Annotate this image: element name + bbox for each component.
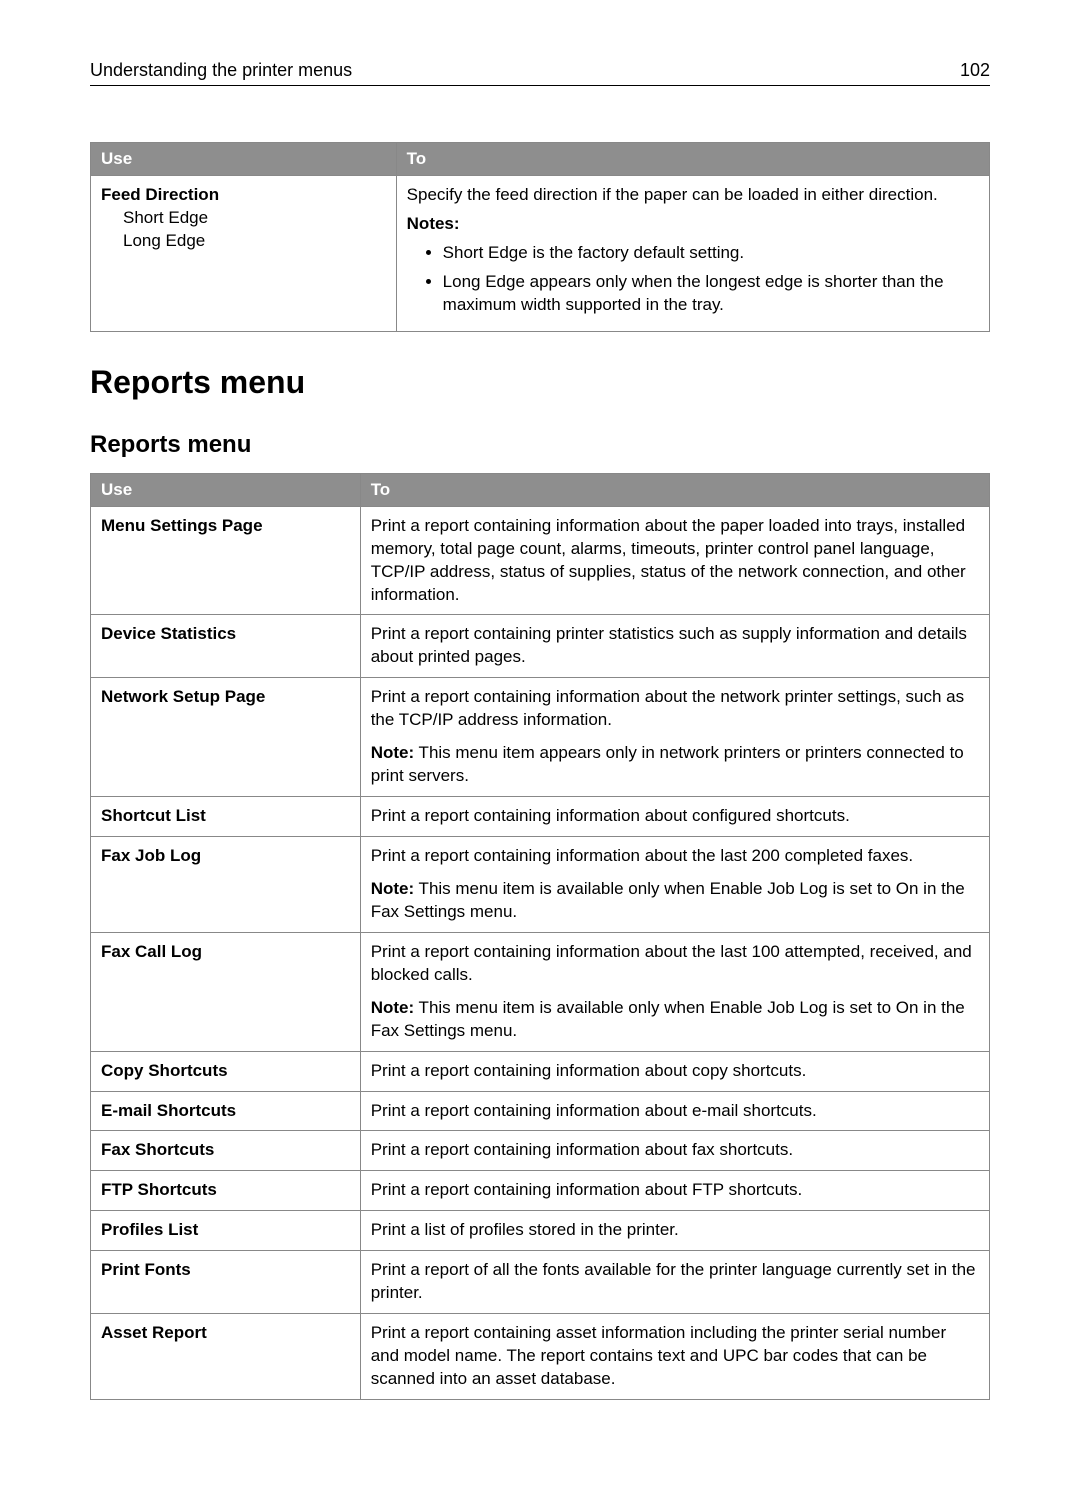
use-cell: Fax Job Log xyxy=(91,837,361,933)
notes-list: Short Edge is the factory default settin… xyxy=(407,242,979,317)
to-cell: Print a report containing information ab… xyxy=(360,1051,989,1091)
use-cell: Feed Direction Short Edge Long Edge xyxy=(91,176,397,332)
use-cell: Fax Shortcuts xyxy=(91,1131,361,1171)
reports-menu-table: Use To Menu Settings Page Print a report… xyxy=(90,473,990,1400)
use-cell: Device Statistics xyxy=(91,615,361,678)
use-sub-2: Long Edge xyxy=(101,230,386,253)
note-item-1: Short Edge is the factory default settin… xyxy=(443,242,979,265)
to-cell: Print a report containing information ab… xyxy=(360,1131,989,1171)
col-use: Use xyxy=(91,473,361,506)
table-row: Asset Report Print a report containing a… xyxy=(91,1314,990,1400)
note-label: Note: xyxy=(371,879,414,898)
to-cell: Print a report containing information ab… xyxy=(360,837,989,933)
use-cell: Profiles List xyxy=(91,1211,361,1251)
table-row: Copy Shortcuts Print a report containing… xyxy=(91,1051,990,1091)
note-item-2: Long Edge appears only when the longest … xyxy=(443,271,979,317)
table-row: E-mail Shortcuts Print a report containi… xyxy=(91,1091,990,1131)
to-cell: Print a report of all the fonts availabl… xyxy=(360,1251,989,1314)
to-cell: Print a report containing printer statis… xyxy=(360,615,989,678)
note-label: Note: xyxy=(371,743,414,762)
use-cell: Copy Shortcuts xyxy=(91,1051,361,1091)
use-cell: Fax Call Log xyxy=(91,932,361,1051)
note-label: Note: xyxy=(371,998,414,1017)
note-block: Note: This menu item is available only w… xyxy=(371,997,979,1043)
table-row: Menu Settings Page Print a report contai… xyxy=(91,506,990,615)
table-header-row: Use To xyxy=(91,473,990,506)
note-text: This menu item is available only when En… xyxy=(371,879,965,921)
to-intro: Specify the feed direction if the paper … xyxy=(407,185,938,204)
note-text: This menu item is available only when En… xyxy=(371,998,965,1040)
note-text: This menu item appears only in network p… xyxy=(371,743,964,785)
to-cell: Print a report containing information ab… xyxy=(360,506,989,615)
col-to: To xyxy=(396,143,989,176)
to-text: Print a report containing information ab… xyxy=(371,846,913,865)
to-cell: Print a report containing information ab… xyxy=(360,932,989,1051)
to-cell: Print a report containing information ab… xyxy=(360,1091,989,1131)
section-heading: Reports menu xyxy=(90,364,990,401)
use-cell: Shortcut List xyxy=(91,797,361,837)
to-cell: Print a report containing asset informat… xyxy=(360,1314,989,1400)
notes-label: Notes: xyxy=(407,213,979,236)
col-use: Use xyxy=(91,143,397,176)
to-cell: Print a report containing information ab… xyxy=(360,1171,989,1211)
use-cell: Network Setup Page xyxy=(91,678,361,797)
use-title: Feed Direction xyxy=(101,185,219,204)
use-sub-1: Short Edge xyxy=(101,207,386,230)
use-cell: Menu Settings Page xyxy=(91,506,361,615)
use-cell: Print Fonts xyxy=(91,1251,361,1314)
table-row: Profiles List Print a list of profiles s… xyxy=(91,1211,990,1251)
header-title: Understanding the printer menus xyxy=(90,60,352,81)
col-to: To xyxy=(360,473,989,506)
table-row: Shortcut List Print a report containing … xyxy=(91,797,990,837)
table-row: Print Fonts Print a report of all the fo… xyxy=(91,1251,990,1314)
note-block: Note: This menu item is available only w… xyxy=(371,878,979,924)
table-row: Network Setup Page Print a report contai… xyxy=(91,678,990,797)
table-row: Fax Job Log Print a report containing in… xyxy=(91,837,990,933)
table-row: Feed Direction Short Edge Long Edge Spec… xyxy=(91,176,990,332)
table-row: Fax Shortcuts Print a report containing … xyxy=(91,1131,990,1171)
use-cell: Asset Report xyxy=(91,1314,361,1400)
subsection-heading: Reports menu xyxy=(90,431,990,459)
feed-direction-table: Use To Feed Direction Short Edge Long Ed… xyxy=(90,142,990,332)
table-header-row: Use To xyxy=(91,143,990,176)
use-cell: FTP Shortcuts xyxy=(91,1171,361,1211)
to-text: Print a report containing information ab… xyxy=(371,687,964,729)
table-row: FTP Shortcuts Print a report containing … xyxy=(91,1171,990,1211)
to-cell: Specify the feed direction if the paper … xyxy=(396,176,989,332)
to-cell: Print a list of profiles stored in the p… xyxy=(360,1211,989,1251)
use-cell: E-mail Shortcuts xyxy=(91,1091,361,1131)
table-row: Device Statistics Print a report contain… xyxy=(91,615,990,678)
note-block: Note: This menu item appears only in net… xyxy=(371,742,979,788)
page-header: Understanding the printer menus 102 xyxy=(90,60,990,86)
to-cell: Print a report containing information ab… xyxy=(360,678,989,797)
page-number: 102 xyxy=(960,60,990,81)
table-row: Fax Call Log Print a report containing i… xyxy=(91,932,990,1051)
to-cell: Print a report containing information ab… xyxy=(360,797,989,837)
to-text: Print a report containing information ab… xyxy=(371,942,972,984)
